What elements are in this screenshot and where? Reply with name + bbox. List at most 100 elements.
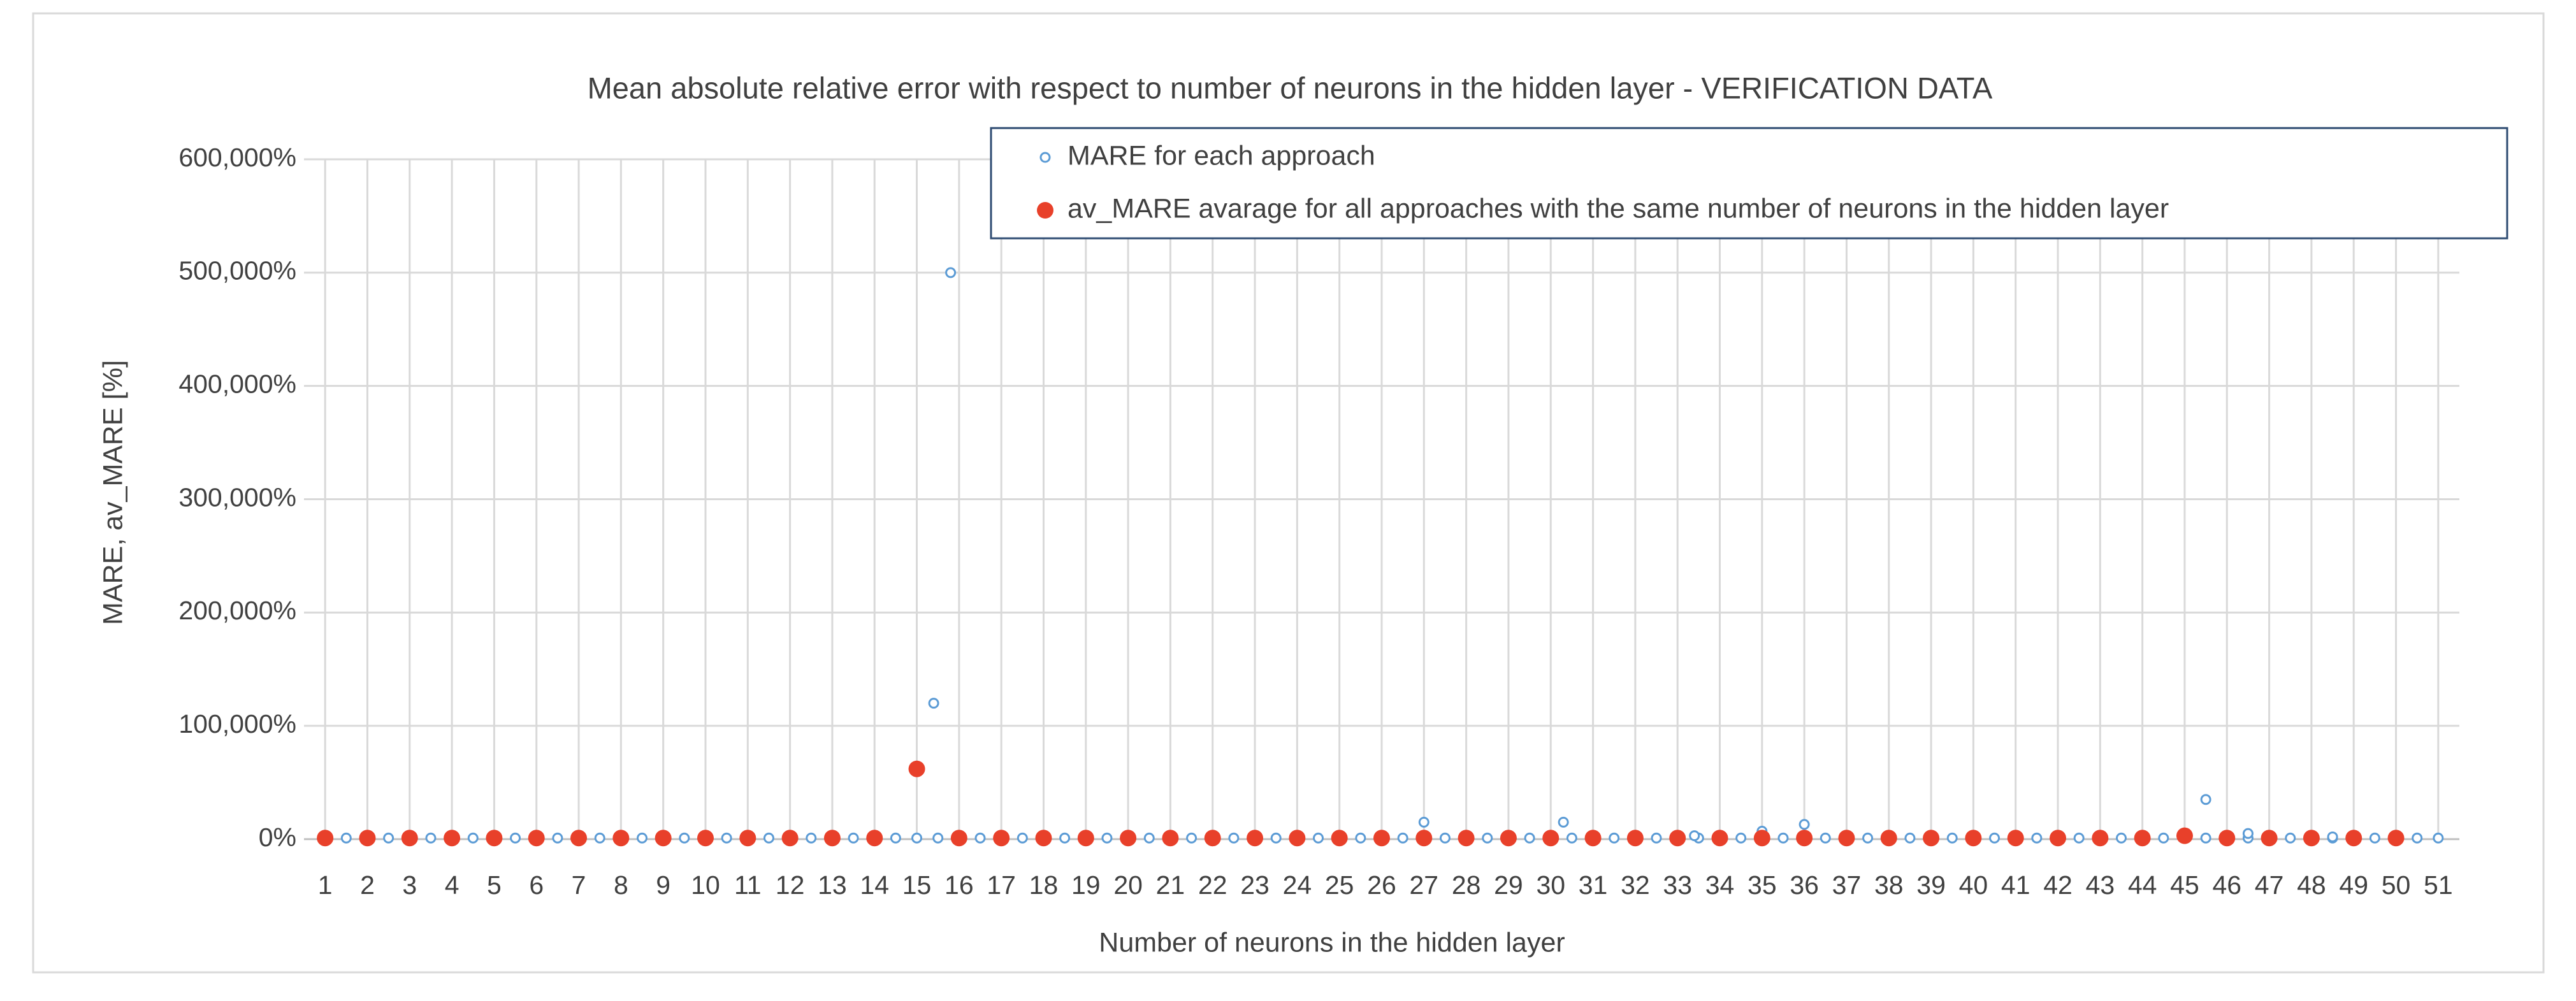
x-tick-label: 40	[1959, 870, 1988, 900]
point	[401, 830, 418, 847]
x-tick-label: 39	[1916, 870, 1946, 900]
plot-area	[317, 267, 2444, 847]
point	[1120, 830, 1137, 847]
point	[890, 832, 901, 844]
x-tick-label: 38	[1874, 870, 1904, 900]
point	[655, 830, 672, 847]
point	[1059, 832, 1071, 844]
point	[848, 832, 859, 844]
point	[1965, 830, 1982, 847]
x-tick-label: 49	[2339, 870, 2368, 900]
point	[1798, 819, 1810, 830]
x-tick-label: 47	[2255, 870, 2284, 900]
point	[781, 830, 799, 847]
point	[1989, 832, 2001, 844]
point	[1500, 830, 1517, 847]
x-tick-label: 15	[902, 870, 932, 900]
point	[908, 760, 925, 777]
legend-label: MARE for each approach	[1067, 140, 1375, 171]
point	[739, 830, 756, 847]
x-tick-label: 21	[1156, 870, 1185, 900]
point	[2218, 830, 2236, 847]
point	[2092, 830, 2109, 847]
x-tick-label: 37	[1832, 870, 1862, 900]
point	[1439, 832, 1451, 844]
point	[2200, 794, 2211, 805]
point	[2134, 830, 2151, 847]
x-tick-label: 11	[734, 870, 762, 900]
point	[993, 830, 1010, 847]
point	[866, 830, 883, 847]
point	[383, 832, 394, 844]
point	[1880, 830, 1897, 847]
point	[1796, 830, 1813, 847]
x-tick-label: 43	[2086, 870, 2115, 900]
point	[2115, 832, 2127, 844]
point	[1904, 832, 1916, 844]
point	[1186, 832, 1198, 844]
point	[528, 830, 545, 847]
point	[1373, 830, 1390, 847]
x-axis-title: Number of neurons in the hidden layer	[1099, 927, 1565, 958]
y-tick-label: 300,000%	[178, 482, 296, 512]
x-tick-label: 13	[818, 870, 847, 900]
point	[2073, 832, 2085, 844]
x-tick-label: 8	[614, 870, 628, 900]
point	[1584, 830, 1602, 847]
point	[2327, 831, 2338, 842]
x-tick-label: 41	[2001, 870, 2030, 900]
point	[1820, 832, 1831, 844]
point	[1331, 830, 1348, 847]
x-tick-label: 9	[656, 870, 670, 900]
x-tick-label: 29	[1494, 870, 1523, 900]
legend-box	[990, 127, 2508, 240]
point	[928, 698, 939, 709]
legend-marker	[1037, 202, 1053, 219]
point	[2176, 827, 2193, 844]
point	[911, 832, 923, 844]
x-tick-label: 12	[776, 870, 805, 900]
legend: MARE for each approach av_MARE avarage fo…	[990, 127, 2508, 240]
point	[1711, 830, 1728, 847]
point	[1101, 832, 1113, 844]
y-tick-label: 100,000%	[178, 709, 296, 738]
point	[763, 832, 774, 844]
point	[2242, 828, 2254, 839]
point	[1735, 832, 1747, 844]
x-tick-label: 5	[487, 870, 502, 900]
point	[806, 832, 817, 844]
point	[1397, 832, 1408, 844]
point	[1753, 830, 1770, 847]
x-tick-label: 3	[402, 870, 417, 900]
point	[594, 832, 605, 844]
y-tick-label: 600,000%	[178, 143, 296, 172]
point	[1838, 830, 1855, 847]
point	[1204, 830, 1221, 847]
x-tick-label: 22	[1198, 870, 1227, 900]
point	[1689, 830, 1700, 842]
point	[1946, 832, 1958, 844]
x-tick-label: 48	[2297, 870, 2326, 900]
x-tick-label: 25	[1325, 870, 1354, 900]
point	[1162, 830, 1179, 847]
point	[425, 832, 437, 844]
point	[1228, 832, 1240, 844]
point	[2433, 832, 2444, 844]
point	[945, 267, 957, 278]
x-tick-label: 10	[691, 870, 720, 900]
point	[1458, 830, 1475, 847]
x-tick-label: 28	[1452, 870, 1481, 900]
point	[721, 832, 732, 844]
point	[679, 832, 690, 844]
point	[1035, 830, 1052, 847]
point	[1355, 832, 1366, 844]
x-tick-label: 19	[1071, 870, 1101, 900]
point	[1651, 832, 1662, 844]
point	[1558, 816, 1569, 828]
point	[612, 830, 630, 847]
point	[570, 830, 588, 847]
x-tick-label: 20	[1113, 870, 1143, 900]
x-tick-label: 31	[1579, 870, 1608, 900]
point	[1143, 832, 1155, 844]
point	[1609, 832, 1620, 844]
